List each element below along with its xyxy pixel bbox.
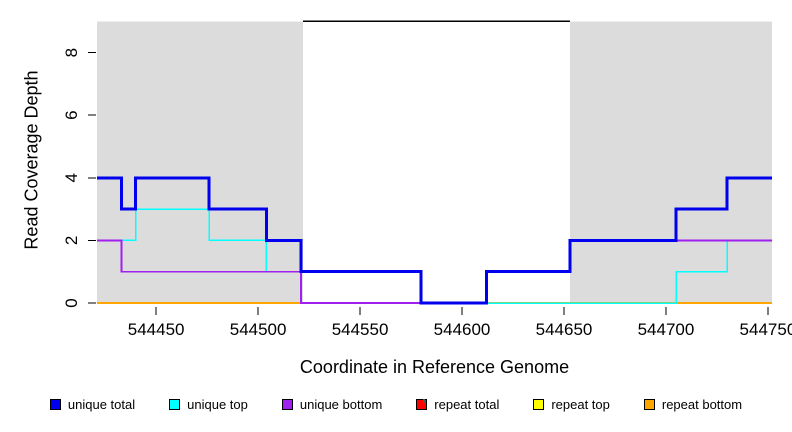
legend-item: unique top — [169, 397, 248, 412]
series-unique_total — [97, 176, 772, 305]
legend-label: repeat total — [434, 397, 500, 412]
legend-label: unique bottom — [299, 397, 383, 412]
legend-swatch — [533, 399, 545, 410]
y-axis-title: Read Coverage Depth — [21, 70, 42, 250]
y-tick-label: 6 — [62, 110, 81, 119]
legend-swatch — [643, 399, 655, 410]
x-tick-label: 544450 — [128, 320, 185, 339]
x-tick-label: 544550 — [332, 320, 389, 339]
y-tick-label: 8 — [62, 48, 81, 57]
x-axis-title: Coordinate in Reference Genome — [299, 357, 570, 377]
legend-swatch — [49, 399, 61, 410]
x-tick-label: 544650 — [536, 320, 593, 339]
legend-label: unique total — [67, 397, 136, 412]
y-tick-label: 2 — [62, 236, 81, 245]
x-tick-label: 544750 — [740, 320, 792, 339]
x-tick-label: 544500 — [230, 320, 287, 339]
legend: unique total unique top unique bottom repea… — [0, 397, 792, 412]
legend-item: unique bottom — [281, 397, 383, 412]
legend-swatch — [169, 399, 181, 410]
stray-mark-artifact — [423, 399, 425, 403]
legend-label: unique top — [187, 397, 248, 412]
legend-label: repeat top — [551, 397, 610, 412]
y-tick-label: 0 — [62, 298, 81, 307]
legend-item: repeat bottom — [643, 397, 743, 412]
repeat-region-shading — [570, 21, 772, 304]
legend-item: unique total — [49, 397, 136, 412]
repeat-region-shading — [97, 21, 303, 304]
legend-item: repeat total — [416, 397, 499, 412]
x-tick-label: 544600 — [434, 320, 491, 339]
legend-swatch — [416, 399, 428, 410]
y-tick-label: 4 — [62, 173, 81, 182]
legend-label: repeat bottom — [661, 397, 743, 412]
x-tick-label: 544700 — [638, 320, 695, 339]
legend-swatch — [281, 399, 293, 410]
legend-item: repeat top — [533, 397, 610, 412]
